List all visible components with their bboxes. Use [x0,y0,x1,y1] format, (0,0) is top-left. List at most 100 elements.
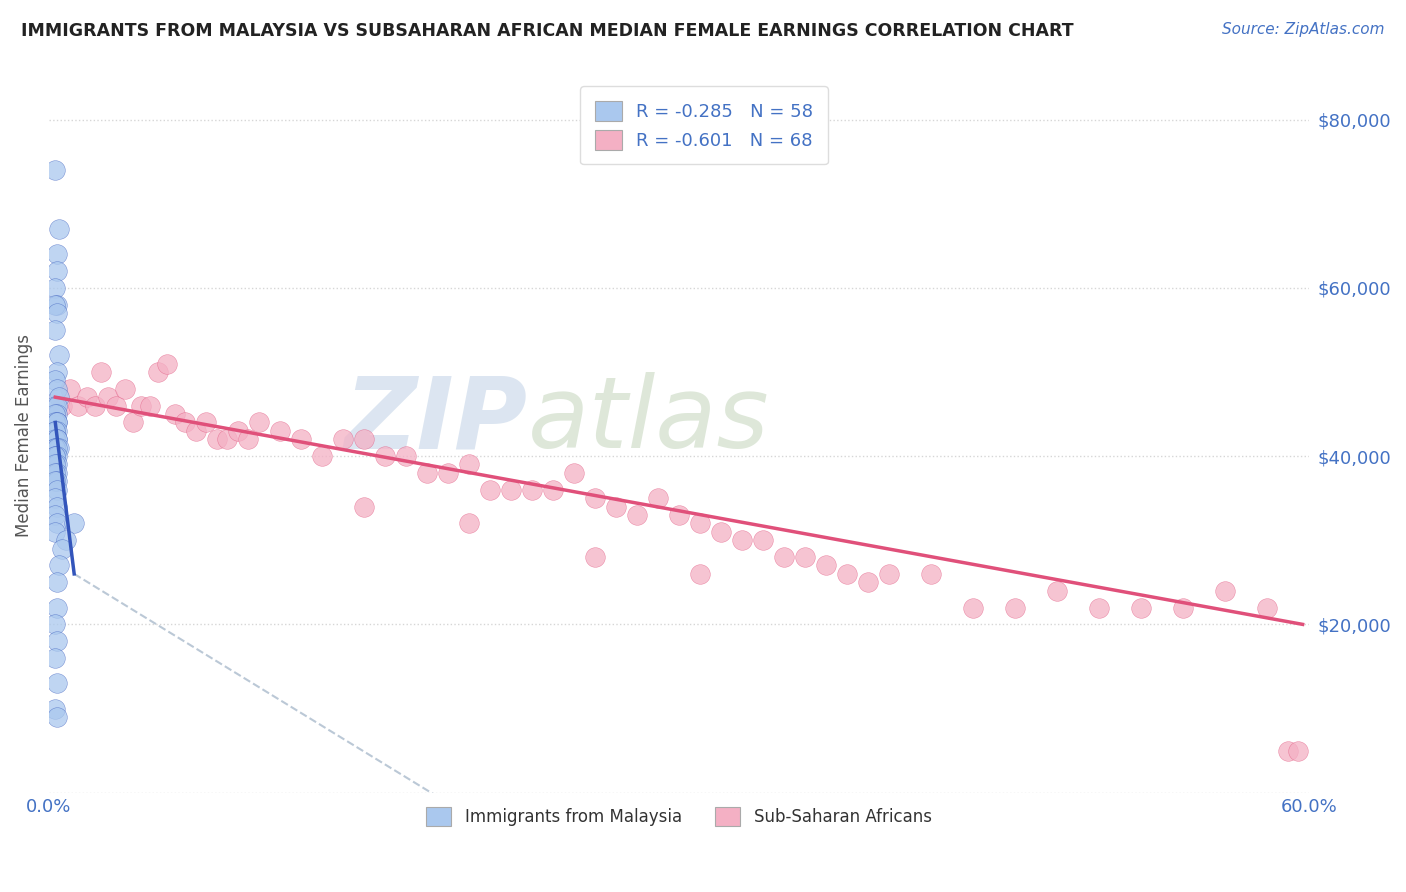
Point [46,483,69,497]
Legend: Immigrants from Malaysia, Sub-Saharan Africans: Immigrants from Malaysia, Sub-Saharan Af… [418,799,939,834]
Point [395,449,418,463]
Y-axis label: Median Female Earnings: Median Female Earnings [15,334,32,537]
Point [46,475,69,489]
Text: ZIP: ZIP [344,372,527,469]
Point [962,600,984,615]
Point [105,399,128,413]
Point [46,432,69,446]
Point [44,399,66,413]
Text: atlas: atlas [527,372,769,469]
Point [46,407,69,421]
Point [332,432,354,446]
Point [44,449,66,463]
Point [668,508,690,522]
Point [1004,600,1026,615]
Point [44,508,66,522]
Point [1088,600,1111,615]
Point [46,449,69,463]
Point [46,416,69,430]
Point [1213,583,1236,598]
Point [731,533,754,548]
Point [920,566,942,581]
Point [46,432,69,446]
Point [46,466,69,480]
Point [1286,743,1309,757]
Point [146,365,169,379]
Point [44,281,66,295]
Point [97,390,120,404]
Point [1129,600,1152,615]
Point [122,416,145,430]
Point [48,222,70,236]
Point [458,458,481,472]
Point [48,348,70,362]
Point [131,399,153,413]
Point [856,575,879,590]
Point [499,483,522,497]
Point [67,399,90,413]
Point [46,516,69,531]
Point [44,524,66,539]
Point [44,475,66,489]
Point [46,399,69,413]
Point [1046,583,1069,598]
Point [44,701,66,715]
Point [84,399,107,413]
Point [226,424,249,438]
Point [163,407,186,421]
Point [44,163,66,178]
Point [1171,600,1194,615]
Point [794,550,817,565]
Point [773,550,796,565]
Point [90,365,112,379]
Point [353,500,375,514]
Point [689,566,711,581]
Point [46,424,69,438]
Point [238,432,260,446]
Point [541,483,564,497]
Point [44,424,66,438]
Point [710,524,733,539]
Point [478,483,501,497]
Point [562,466,585,480]
Text: IMMIGRANTS FROM MALAYSIA VS SUBSAHARAN AFRICAN MEDIAN FEMALE EARNINGS CORRELATIO: IMMIGRANTS FROM MALAYSIA VS SUBSAHARAN A… [21,22,1074,40]
Point [44,407,66,421]
Point [55,533,77,548]
Point [46,458,69,472]
Point [46,600,69,615]
Point [835,566,858,581]
Point [51,541,73,556]
Point [44,441,66,455]
Point [174,416,197,430]
Point [48,441,70,455]
Point [46,416,69,430]
Point [63,516,86,531]
Point [605,500,627,514]
Point [205,432,228,446]
Point [46,676,69,690]
Point [437,466,460,480]
Point [46,441,69,455]
Point [46,382,69,396]
Point [311,449,333,463]
Point [44,491,66,505]
Point [114,382,136,396]
Point [583,550,606,565]
Point [44,449,66,463]
Point [46,575,69,590]
Point [647,491,669,505]
Point [626,508,648,522]
Point [195,416,218,430]
Point [269,424,291,438]
Point [520,483,543,497]
Point [46,264,69,278]
Point [44,651,66,665]
Text: Source: ZipAtlas.com: Source: ZipAtlas.com [1222,22,1385,37]
Point [48,390,70,404]
Point [46,365,69,379]
Point [44,323,66,337]
Point [44,466,66,480]
Point [44,373,66,387]
Point [217,432,239,446]
Point [290,432,312,446]
